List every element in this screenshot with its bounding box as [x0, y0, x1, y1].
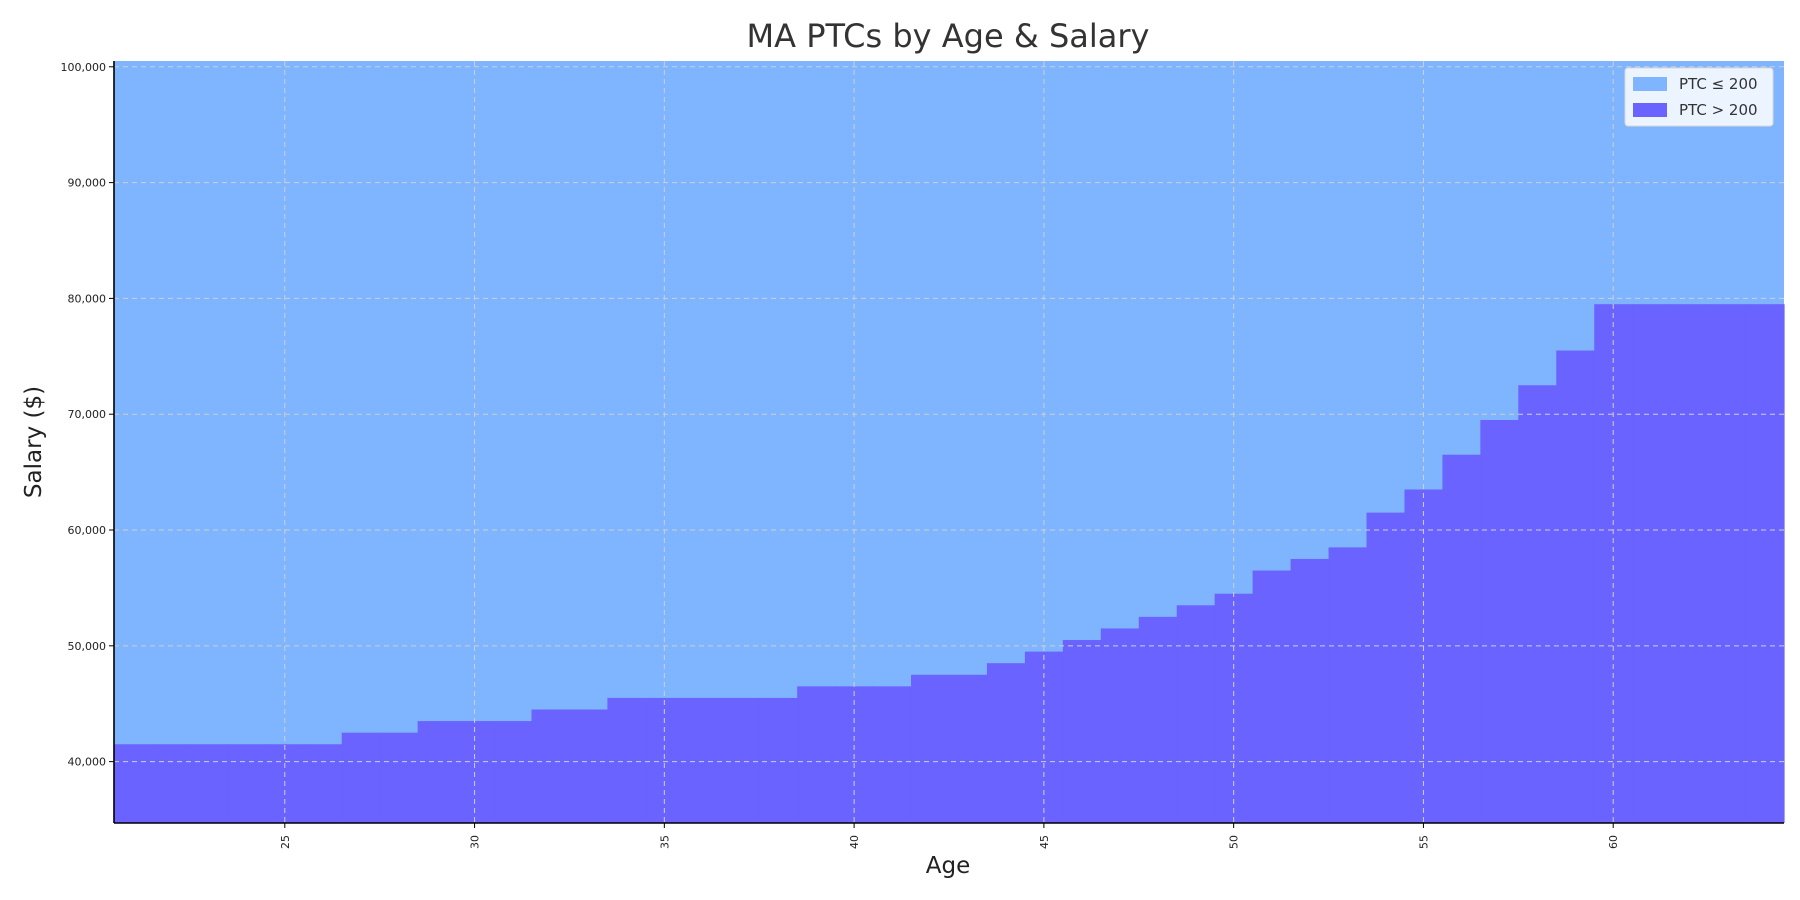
- y-tick-label-70000: 70,000: [68, 408, 107, 421]
- area-step-age-44: [986, 663, 1026, 823]
- x-tick-label-50: 50: [1228, 835, 1241, 849]
- area-layer: [114, 61, 1785, 823]
- area-step-age-62: [1670, 304, 1709, 823]
- y-tick-label-40000: 40,000: [68, 756, 107, 769]
- y-tick-label-50000: 50,000: [68, 640, 107, 653]
- x-axis-label: Age: [926, 853, 970, 879]
- area-step-age-37: [721, 697, 760, 823]
- area-step-age-46: [1062, 640, 1102, 823]
- area-step-age-51: [1252, 570, 1292, 823]
- area-step-age-59: [1556, 350, 1595, 823]
- legend-label-ptc-le-200: PTC ≤ 200: [1679, 75, 1758, 93]
- area-step-age-39: [797, 686, 836, 823]
- area-step-age-43: [949, 674, 988, 823]
- legend: PTC ≤ 200 PTC > 200: [1624, 67, 1774, 127]
- legend-label-ptc-gt-200: PTC > 200: [1679, 101, 1758, 119]
- y-tick-label-90000: 90,000: [68, 177, 107, 190]
- x-tick-label-60: 60: [1607, 835, 1620, 849]
- tick-layer: 40,000 50,000 60,000 70,000 80,000 90,000 100,…: [61, 61, 1621, 849]
- legend-swatch-ptc-gt-200: [1633, 103, 1667, 117]
- x-tick-label-35: 35: [658, 835, 671, 849]
- y-axis-label: Salary ($): [21, 386, 47, 498]
- area-step-age-64: [1746, 304, 1785, 823]
- area-step-age-36: [683, 697, 722, 823]
- area-step-age-24: [227, 744, 267, 823]
- chart-title: MA PTCs by Age & Salary: [747, 17, 1150, 55]
- area-step-age-31: [493, 721, 533, 823]
- area-step-age-49: [1176, 605, 1216, 823]
- area-step-age-23: [189, 744, 229, 823]
- x-tick-label-25: 25: [279, 835, 292, 849]
- area-step-age-27: [341, 732, 381, 823]
- axis-layer: [113, 61, 1784, 824]
- area-step-age-35: [645, 697, 684, 823]
- x-tick-label-45: 45: [1038, 835, 1051, 849]
- area-step-age-52: [1290, 558, 1330, 823]
- y-tick-label-100000: 100,000: [61, 61, 107, 74]
- area-step-age-22: [151, 744, 191, 823]
- area-step-age-21: [114, 744, 153, 823]
- area-step-age-42: [911, 674, 950, 823]
- area-step-age-29: [417, 721, 457, 823]
- y-tick-label-80000: 80,000: [68, 292, 107, 305]
- area-step-age-33: [569, 709, 609, 823]
- area-step-age-54: [1366, 512, 1406, 823]
- area-step-age-48: [1138, 616, 1178, 823]
- area-step-age-63: [1708, 304, 1747, 823]
- area-step-age-32: [531, 709, 571, 823]
- x-tick-label-55: 55: [1417, 835, 1430, 849]
- x-tick-label-40: 40: [848, 835, 861, 849]
- x-tick-label-30: 30: [469, 835, 482, 849]
- area-step-age-57: [1480, 419, 1519, 823]
- area-step-age-61: [1632, 304, 1671, 823]
- area-step-age-56: [1442, 454, 1481, 823]
- legend-swatch-ptc-le-200: [1633, 77, 1667, 91]
- area-step-age-41: [873, 686, 912, 823]
- area-step-age-26: [303, 744, 343, 823]
- area-step-age-28: [379, 732, 419, 823]
- area-step-age-38: [759, 697, 798, 823]
- area-step-age-53: [1328, 547, 1368, 823]
- y-tick-label-60000: 60,000: [68, 524, 107, 537]
- grid-layer: [114, 61, 1784, 823]
- area-step-age-47: [1100, 628, 1140, 823]
- area-step-age-34: [607, 697, 646, 823]
- area-step-age-58: [1518, 385, 1557, 823]
